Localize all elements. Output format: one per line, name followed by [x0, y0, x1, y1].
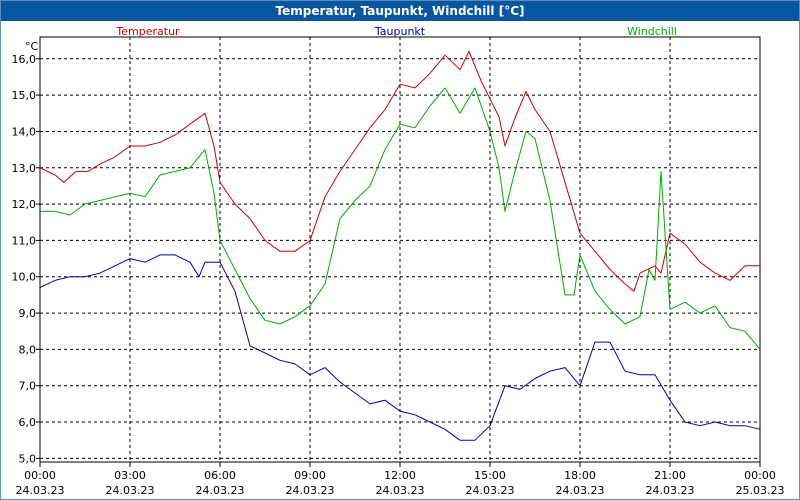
x-tick-date-label: 24.03.23 [16, 484, 65, 497]
y-tick-label: 9,0 [19, 307, 37, 320]
y-tick-label: 14,0 [12, 125, 37, 138]
x-tick-time-label: 03:00 [114, 469, 146, 482]
x-tick-date-label: 25.03.23 [736, 484, 785, 497]
x-tick-time-label: 21:00 [654, 469, 686, 482]
y-tick-label: 6,0 [19, 416, 37, 429]
x-tick-date-label: 24.03.23 [556, 484, 605, 497]
series-line-windchill [40, 87, 761, 350]
x-axis: 00:00 24.03.23 03:00 24.03.23 06:00 24.03.23 0… [16, 462, 785, 497]
y-tick-label: 10,0 [12, 271, 37, 284]
x-tick-time-label: 18:00 [564, 469, 596, 482]
x-tick-time-label: 00:00 [24, 469, 56, 482]
y-tick-label: 13,0 [12, 162, 37, 175]
y-tick-label: 15,0 [12, 89, 37, 102]
x-tick-time-label: 06:00 [204, 469, 236, 482]
y-tick-label: 5,0 [19, 452, 37, 465]
x-tick-date-label: 24.03.23 [286, 484, 335, 497]
x-tick-date-label: 24.03.23 [646, 484, 695, 497]
legend-label-taupunkt: Taupunkt [374, 25, 426, 38]
x-tick-time-label: 15:00 [474, 469, 506, 482]
x-tick-date-label: 24.03.23 [196, 484, 245, 497]
y-tick-label: 7,0 [19, 380, 37, 393]
x-tick-date-label: 24.03.23 [106, 484, 155, 497]
legend-label-temperatur: Temperatur [115, 25, 180, 38]
y-axis-unit-label: °C [25, 40, 39, 53]
x-tick-time-label: 09:00 [294, 469, 326, 482]
x-tick-date-label: 24.03.23 [466, 484, 515, 497]
x-tick-time-label: 00:00 [744, 469, 776, 482]
x-tick-date-label: 24.03.23 [376, 484, 425, 497]
legend-label-windchill: Windchill [627, 25, 677, 38]
grid-lines [40, 37, 760, 462]
chart-title: Temperatur, Taupunkt, Windchill [°C] [1, 1, 799, 21]
legend: Temperatur Taupunkt Windchill [115, 25, 677, 38]
series-lines [39, 51, 761, 441]
y-tick-label: 16,0 [12, 53, 37, 66]
y-tick-label: 8,0 [19, 343, 37, 356]
y-axis: 5,0 6,0 7,0 8,0 9,0 10,0 11,0 12,0 13,0 14,0 15,0 1… [12, 53, 40, 465]
y-tick-label: 11,0 [12, 234, 37, 247]
y-tick-label: 12,0 [12, 198, 37, 211]
x-tick-time-label: 12:00 [384, 469, 416, 482]
series-line-temperatur [39, 51, 760, 292]
series-line-taupunkt [39, 254, 761, 441]
